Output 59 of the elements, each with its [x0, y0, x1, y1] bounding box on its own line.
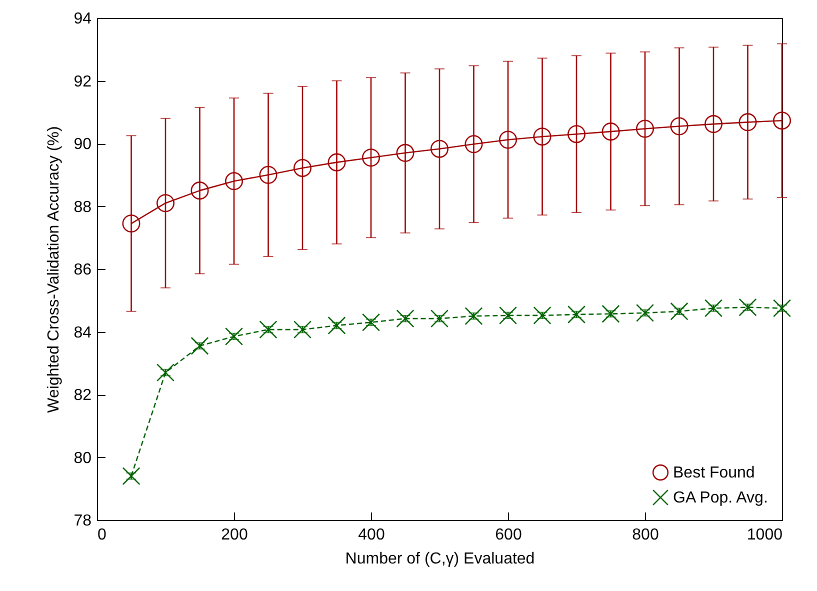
point [498, 306, 518, 324]
point [190, 336, 209, 355]
point [464, 307, 483, 326]
y-tick-label: 80 [74, 450, 92, 467]
point [156, 194, 175, 212]
point [293, 320, 312, 339]
x-tick-label: 400 [358, 526, 385, 544]
point [636, 120, 654, 138]
point [362, 313, 380, 332]
point [224, 172, 244, 190]
point [362, 148, 380, 167]
point [636, 304, 654, 322]
point [259, 320, 278, 339]
y-tick-label: 78 [74, 512, 92, 530]
x-tick-label: 200 [221, 526, 248, 544]
point [430, 140, 449, 158]
y-tick-label: 92 [74, 73, 92, 90]
point [567, 305, 586, 324]
y-tick-label: 86 [74, 262, 92, 278]
point [567, 125, 586, 144]
point [259, 166, 278, 184]
legend-label: Best Found [673, 464, 755, 482]
point [533, 306, 552, 324]
x-tick-label: 1000 [746, 526, 783, 544]
point [670, 117, 688, 136]
legend-label: GA Pop. Avg. [673, 490, 768, 506]
x-tick-label: 800 [632, 526, 659, 544]
point [396, 144, 414, 162]
y-axis-title: Weighted Cross-Validation Accuracy (%) [46, 126, 63, 413]
point [122, 467, 140, 486]
point [122, 214, 140, 233]
x-axis-title: Number of (C,γ) Evaluated [345, 550, 535, 568]
y-tick-label: 84 [74, 324, 92, 342]
point [396, 310, 414, 328]
point [670, 302, 688, 320]
point [224, 327, 244, 346]
point [156, 364, 175, 382]
point [738, 298, 757, 316]
point [704, 299, 723, 318]
point [430, 310, 449, 328]
y-tick-label: 90 [74, 136, 92, 153]
point [293, 158, 312, 177]
point [533, 128, 552, 146]
point [328, 153, 346, 172]
x-tick-label: 600 [495, 526, 522, 544]
point [738, 113, 757, 132]
point [704, 115, 723, 134]
point [190, 182, 209, 200]
y-tick-label: 94 [74, 10, 92, 28]
point [602, 122, 620, 141]
y-tick-label: 82 [74, 387, 92, 404]
point [602, 304, 620, 323]
point [772, 112, 792, 130]
point [772, 299, 792, 318]
point [498, 130, 518, 149]
point [328, 316, 346, 334]
point [464, 135, 483, 154]
y-tick-label: 88 [74, 198, 92, 216]
x-tick-label: 0 [98, 526, 106, 544]
